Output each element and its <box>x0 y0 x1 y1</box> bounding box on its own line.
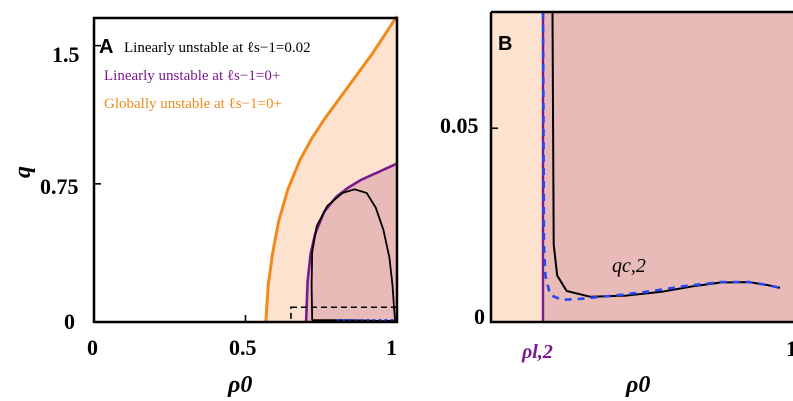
panel-a-letter: A <box>99 36 113 58</box>
y-tick-label-0.05: 0.05 <box>440 113 479 138</box>
x-axis-label: ρ0 <box>227 372 252 398</box>
legend: Linearly unstable at ℓs−1=0.02 Linearly … <box>104 40 311 112</box>
panel-b-ticks <box>491 127 498 323</box>
y-tick-label-0: 0 <box>64 309 75 334</box>
panel-b: B 0.05 0 1 qc,2 ρl,2 ρ0 <box>440 10 793 398</box>
legend-entry-black: Linearly unstable at ℓs−1=0.02 <box>124 40 311 56</box>
rho-l2-annotation: ρl,2 <box>521 341 553 363</box>
panel-a-ticks <box>93 44 398 323</box>
blue-dashed-curve <box>541 12 781 302</box>
y-tick-label-1.5: 1.5 <box>52 42 80 67</box>
legend-entry-purple: Linearly unstable at ℓs−1=0+ <box>104 68 280 84</box>
x-tick-label-1: 1 <box>786 336 793 361</box>
x-tick-label-0.5: 0.5 <box>229 335 257 360</box>
x-axis-label: ρ0 <box>625 372 650 398</box>
linearly-unstable-curve <box>304 162 398 323</box>
legend-entry-orange: Globally unstable at ℓs−1=0+ <box>104 96 282 112</box>
panel-a-lines <box>264 15 399 323</box>
x-tick-label-1: 1 <box>386 335 397 360</box>
qc2-annotation: qc,2 <box>612 255 646 277</box>
linearly-unstable-region <box>306 163 397 322</box>
linearly-unstable-region <box>543 12 793 322</box>
panel-b-lines <box>541 12 781 322</box>
x-tick-label-0: 0 <box>87 335 98 360</box>
y-tick-label-0: 0 <box>474 304 485 329</box>
linearly-unstable-002-curve <box>310 188 396 323</box>
y-tick-label-0.75: 0.75 <box>40 174 79 199</box>
globally-unstable-curve <box>264 15 399 323</box>
y-axis-label: q <box>10 166 36 178</box>
panel-b-letter: B <box>498 33 512 55</box>
panel-a: A Linearly unstable at ℓs−1=0.02 Linearl… <box>10 15 399 398</box>
